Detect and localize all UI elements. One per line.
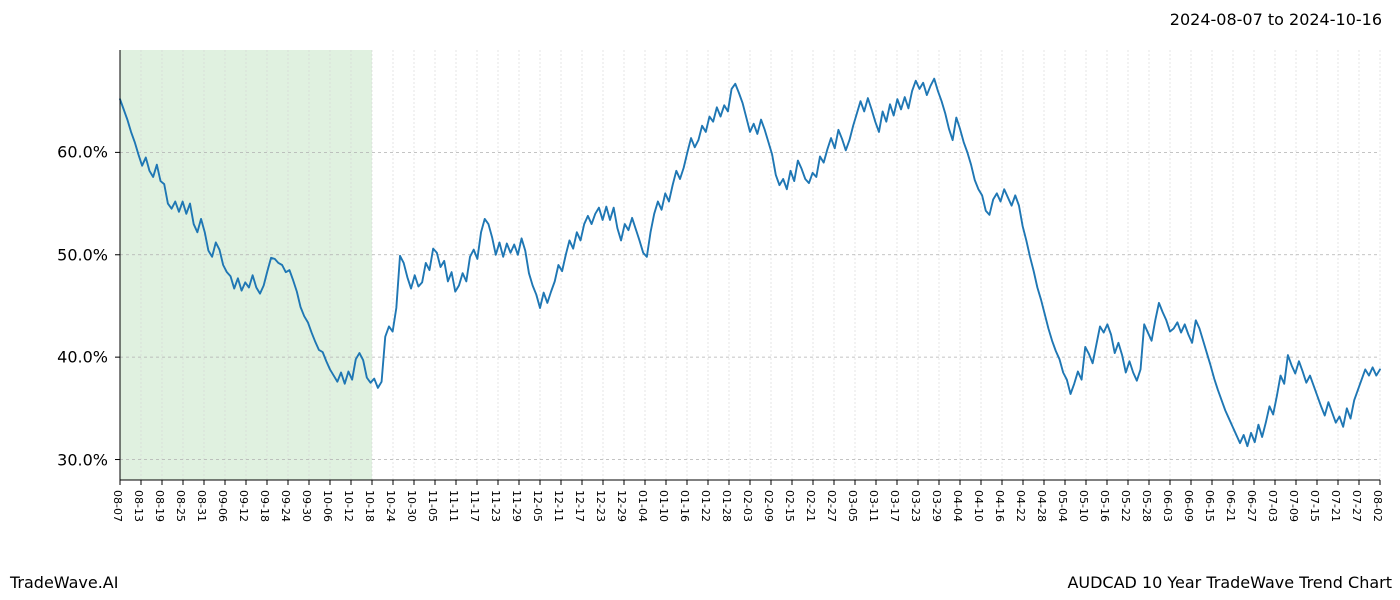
x-tick-label: 09-18 — [258, 490, 271, 522]
x-tick-label: 10-18 — [363, 490, 376, 522]
x-tick-label: 08-13 — [132, 490, 145, 522]
x-tick-label: 06-09 — [1182, 490, 1195, 522]
footer-title: AUDCAD 10 Year TradeWave Trend Chart — [1067, 573, 1392, 592]
x-tick-label: 02-21 — [804, 490, 817, 522]
chart-root: 2024-08-07 to 2024-10-16 30.0%40.0%50.0%… — [0, 0, 1400, 600]
x-tick-label: 06-03 — [1161, 490, 1174, 522]
x-tick-label: 06-15 — [1203, 490, 1216, 522]
x-tick-label: 07-03 — [1266, 490, 1279, 522]
x-tick-label: 12-29 — [615, 490, 628, 522]
x-tick-label: 07-21 — [1329, 490, 1342, 522]
x-tick-label: 11-23 — [489, 490, 502, 522]
y-tick-label: 40.0% — [57, 348, 120, 367]
x-tick-label: 02-15 — [783, 490, 796, 522]
x-tick-label: 04-16 — [993, 490, 1006, 522]
x-tick-label: 02-09 — [762, 490, 775, 522]
x-tick-label: 11-11 — [447, 490, 460, 522]
x-tick-label: 05-10 — [1077, 490, 1090, 522]
x-tick-label: 04-10 — [972, 490, 985, 522]
date-range-label: 2024-08-07 to 2024-10-16 — [1170, 10, 1382, 29]
x-tick-label: 05-22 — [1119, 490, 1132, 522]
line-chart: 30.0%40.0%50.0%60.0% — [120, 50, 1380, 480]
footer-brand-text: TradeWave.AI — [10, 573, 118, 592]
x-tick-label: 09-06 — [216, 490, 229, 522]
y-tick-label: 30.0% — [57, 450, 120, 469]
x-tick-label: 04-28 — [1035, 490, 1048, 522]
x-tick-label: 08-19 — [153, 490, 166, 522]
x-tick-label: 11-05 — [426, 490, 439, 522]
y-tick-label: 60.0% — [57, 143, 120, 162]
x-tick-label: 04-22 — [1014, 490, 1027, 522]
x-tick-label: 09-24 — [279, 490, 292, 522]
x-tick-label: 05-16 — [1098, 490, 1111, 522]
date-range-text: 2024-08-07 to 2024-10-16 — [1170, 10, 1382, 29]
x-tick-label: 02-03 — [741, 490, 754, 522]
footer-brand: TradeWave.AI — [10, 573, 118, 592]
x-tick-label: 03-23 — [909, 490, 922, 522]
x-tick-label: 10-06 — [321, 490, 334, 522]
x-tick-label: 06-21 — [1224, 490, 1237, 522]
x-tick-label: 12-23 — [594, 490, 607, 522]
x-tick-label: 03-17 — [888, 490, 901, 522]
x-tick-label: 07-27 — [1350, 490, 1363, 522]
footer-title-text: AUDCAD 10 Year TradeWave Trend Chart — [1067, 573, 1392, 592]
x-tick-label: 07-15 — [1308, 490, 1321, 522]
y-tick-label: 50.0% — [57, 245, 120, 264]
x-tick-label: 11-17 — [468, 490, 481, 522]
x-tick-label: 06-27 — [1245, 490, 1258, 522]
x-tick-label: 01-16 — [678, 490, 691, 522]
x-tick-label: 07-09 — [1287, 490, 1300, 522]
x-tick-label: 05-28 — [1140, 490, 1153, 522]
x-tick-label: 10-24 — [384, 490, 397, 522]
x-tick-label: 08-07 — [111, 490, 124, 522]
x-axis-labels: 08-0708-1308-1908-2508-3109-0609-1209-18… — [120, 484, 1380, 574]
x-tick-label: 10-30 — [405, 490, 418, 522]
x-tick-label: 04-04 — [951, 490, 964, 522]
x-tick-label: 01-10 — [657, 490, 670, 522]
x-tick-label: 10-12 — [342, 490, 355, 522]
x-tick-label: 08-31 — [195, 490, 208, 522]
x-tick-label: 01-04 — [636, 490, 649, 522]
x-tick-label: 09-12 — [237, 490, 250, 522]
x-tick-label: 01-22 — [699, 490, 712, 522]
x-tick-label: 01-28 — [720, 490, 733, 522]
x-tick-label: 03-11 — [867, 490, 880, 522]
x-tick-label: 03-29 — [930, 490, 943, 522]
x-tick-label: 05-04 — [1056, 490, 1069, 522]
x-tick-label: 08-02 — [1371, 490, 1384, 522]
x-tick-label: 12-11 — [552, 490, 565, 522]
x-tick-label: 11-29 — [510, 490, 523, 522]
x-tick-label: 03-05 — [846, 490, 859, 522]
x-tick-label: 12-05 — [531, 490, 544, 522]
x-tick-label: 08-25 — [174, 490, 187, 522]
x-tick-label: 12-17 — [573, 490, 586, 522]
x-tick-label: 09-30 — [300, 490, 313, 522]
x-tick-label: 02-27 — [825, 490, 838, 522]
